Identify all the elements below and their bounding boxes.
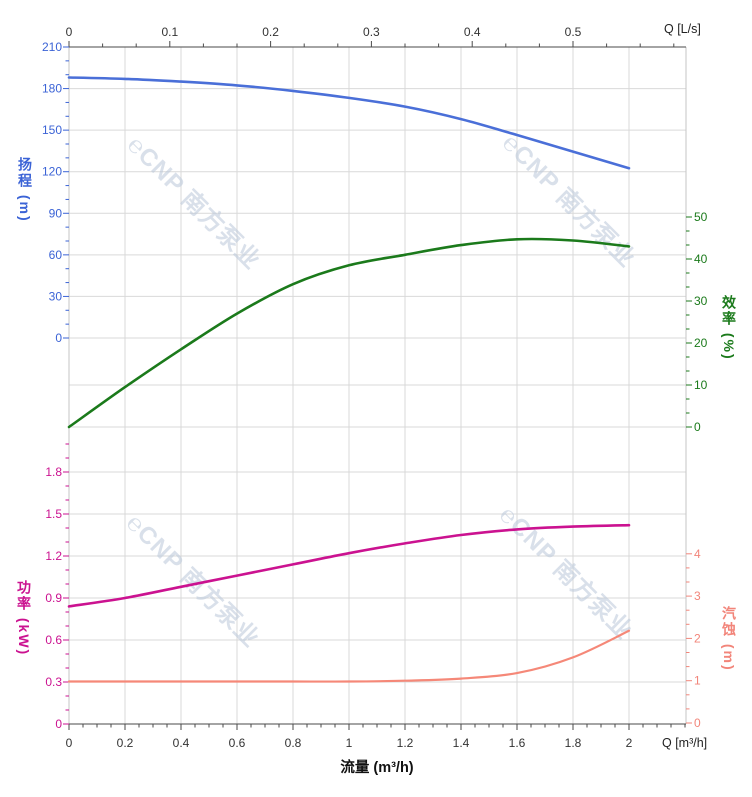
npsh-axis-tick-label: 3 [694,589,701,603]
power-curve [67,523,631,608]
top-axis-tick-label: 0.5 [565,25,582,39]
power-axis-title: 功率 (kW) [16,580,32,657]
top-axis-unit-label: Q [L/s] [664,22,701,36]
efficiency-axis-tick-label: 50 [694,210,708,224]
power-axis-tick-label: 0.6 [45,633,62,647]
bottom-axis-tick-label: 1.8 [565,736,582,750]
head-axis-tick-label: 150 [42,123,62,137]
head-axis-tick-label: 210 [42,40,62,54]
head-axis-tick-label: 180 [42,82,62,96]
bottom-axis-tick-label: 1.4 [453,736,470,750]
bottom-axis-tick-label: 1.2 [397,736,414,750]
power-axis-tick-label: 1.2 [45,549,62,563]
top-axis-tick-label: 0.4 [464,25,481,39]
top-axis-tick-label: 0.1 [161,25,178,39]
npsh-axis-title: 汽蚀 (m) [721,606,737,672]
bottom-axis-tick-label: 1.6 [509,736,526,750]
head-axis-tick-label: 30 [49,289,63,303]
head-axis-tick-label: 0 [55,331,62,345]
bottom-axis-tick-label: 0.2 [117,736,134,750]
head-axis-title: 扬程 (m) [17,157,33,223]
npsh-axis-tick-label: 0 [694,716,701,730]
power-axis-tick-label: 1.5 [45,507,62,521]
efficiency-axis-tick-label: 30 [694,294,708,308]
head-curve [67,76,631,170]
npsh-axis-tick-label: 2 [694,631,701,645]
power-axis-tick-label: 0 [55,717,62,731]
efficiency-axis-tick-label: 0 [694,420,701,434]
top-axis-tick-label: 0 [66,25,73,39]
top-axis-tick-label: 0.2 [262,25,279,39]
power-axis-tick-label: 0.9 [45,591,62,605]
bottom-axis-tick-label: 0.8 [285,736,302,750]
bottom-axis-tick-label: 0.4 [173,736,190,750]
npsh-curve [67,629,631,683]
efficiency-axis-tick-label: 40 [694,252,708,266]
x-axis-title: 流量 (m³/h) [340,760,414,776]
eff-curve [67,237,631,429]
watermark: ℮CNP 南方泵业 [122,130,266,274]
watermark: ℮CNP 南方泵业 [121,508,265,652]
watermark: ℮CNP 南方泵业 [494,500,638,644]
efficiency-axis-tick-label: 10 [694,378,708,392]
npsh-axis-tick-label: 4 [694,547,701,561]
power-axis-tick-label: 0.3 [45,675,62,689]
bottom-axis-tick-label: 0.6 [229,736,246,750]
npsh-axis-tick-label: 1 [694,674,701,688]
bottom-axis-tick-label: 1 [346,736,353,750]
top-axis-tick-label: 0.3 [363,25,380,39]
efficiency-axis-tick-label: 20 [694,336,708,350]
head-axis-tick-label: 120 [42,165,62,179]
bottom-axis-unit-label: Q [m³/h] [662,736,708,750]
bottom-axis-tick-label: 2 [626,736,633,750]
head-axis-tick-label: 60 [49,248,63,262]
efficiency-axis-title: 效率 (%) [721,295,737,361]
head-axis-tick-label: 90 [49,206,63,220]
power-axis-tick-label: 1.8 [45,465,62,479]
bottom-axis-tick-label: 0 [66,736,73,750]
